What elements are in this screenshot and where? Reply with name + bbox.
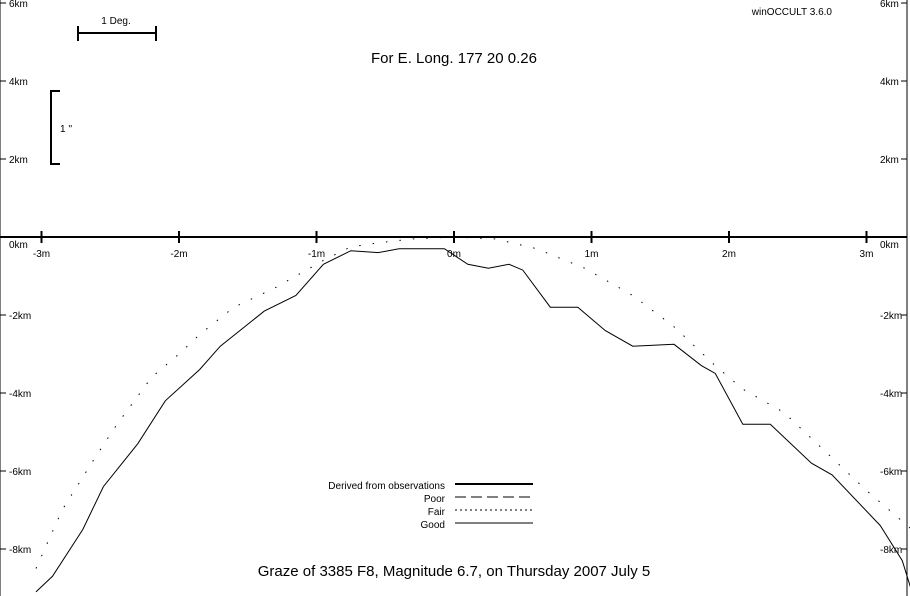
- y-tick-label-right: -6km: [880, 467, 902, 478]
- degree-scale-label: 1 Deg.: [101, 16, 130, 27]
- arcsec-scale-bar: 1 '': [50, 90, 72, 165]
- x-tick-label: 3m: [860, 249, 874, 260]
- y-tick-label-right: -4km: [880, 389, 902, 400]
- profile-series: [35, 236, 910, 593]
- y-tick-label-right: 6km: [880, 0, 899, 10]
- y-tick-label-left: -8km: [9, 545, 31, 556]
- graze-footer: Graze of 3385 F8, Magnitude 6.7, on Thur…: [258, 563, 650, 580]
- y-tick-label-left: 2km: [9, 155, 28, 166]
- legend: Derived from observations Poor Fair Good: [328, 481, 533, 531]
- y-tick-label-left: -4km: [9, 389, 31, 400]
- y-axis: 6km 6km 4km 4km 2km 2km 0km 0km -2km -2km -4km -4km…: [0, 0, 907, 556]
- app-version-label: winOCCULT 3.6.0: [751, 7, 833, 18]
- longitude-header: For E. Long. 177 20 0.26: [371, 50, 537, 67]
- series-fair-line: [35, 236, 910, 569]
- legend-fair-label: Fair: [428, 507, 446, 518]
- y-tick-label-left: 4km: [9, 77, 28, 88]
- legend-poor-label: Poor: [424, 494, 446, 505]
- arcsec-scale-label: 1 '': [60, 124, 72, 135]
- legend-good-label: Good: [421, 520, 445, 531]
- x-axis: -3m -2m -1m 0m 1m 2m 3m: [33, 231, 874, 260]
- x-tick-label: 2m: [722, 249, 736, 260]
- y-tick-label-left: 0km: [9, 240, 28, 251]
- y-tick-label-right: -2km: [880, 311, 902, 322]
- legend-derived-label: Derived from observations: [328, 481, 445, 492]
- x-tick-label: -2m: [170, 249, 187, 260]
- y-tick-label-left: -6km: [9, 467, 31, 478]
- y-tick-label-right: 2km: [880, 155, 899, 166]
- y-tick-label-right: -8km: [880, 545, 902, 556]
- x-tick-label: -3m: [33, 249, 50, 260]
- series-good-line: [35, 248, 910, 593]
- degree-scale-bar: 1 Deg.: [77, 16, 157, 41]
- y-tick-label-right: 4km: [880, 77, 899, 88]
- y-tick-label-right: 0km: [880, 240, 899, 251]
- x-tick-label: -1m: [308, 249, 325, 260]
- x-tick-label: 1m: [585, 249, 599, 260]
- y-tick-label-left: 6km: [9, 0, 28, 10]
- y-tick-label-left: -2km: [9, 311, 31, 322]
